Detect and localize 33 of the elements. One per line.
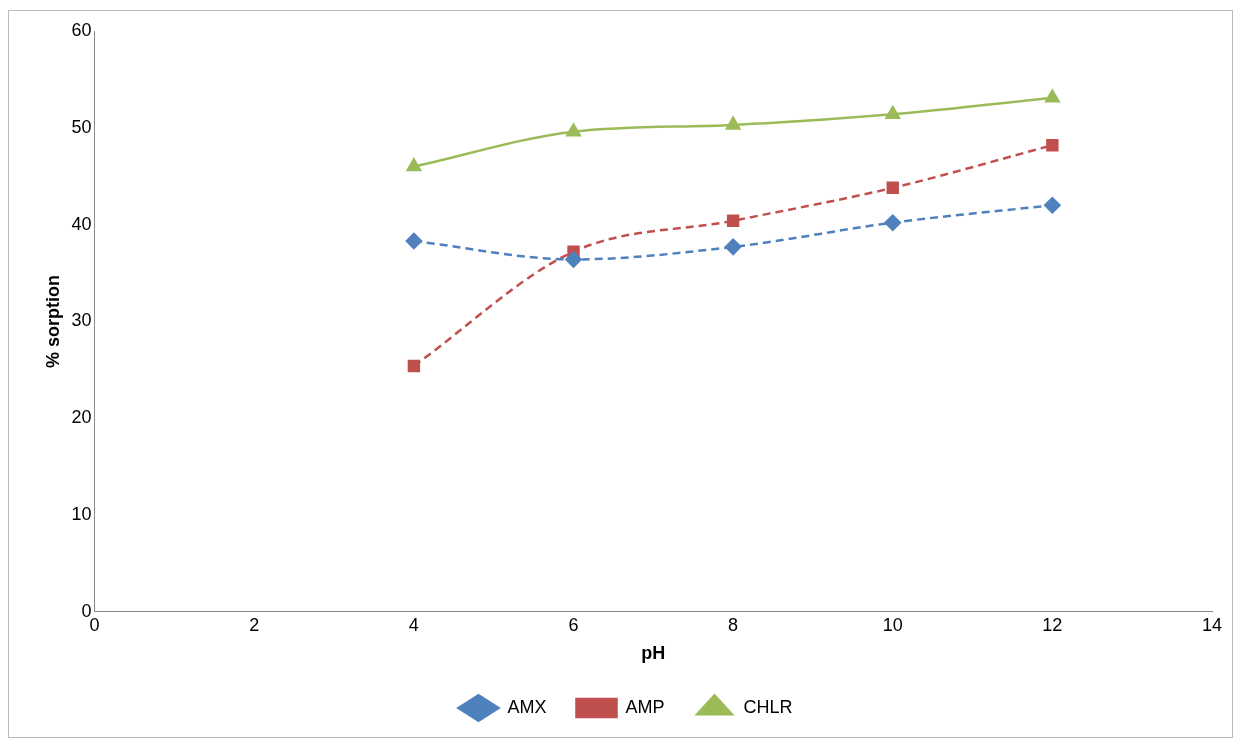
- point: [726, 214, 740, 227]
- y-tick-label: 0: [81, 600, 92, 621]
- legend-label: AMP: [625, 696, 665, 717]
- point: [884, 214, 901, 231]
- point: [565, 251, 582, 268]
- point: [407, 359, 421, 373]
- y-tick-label: 50: [71, 116, 92, 137]
- point: [566, 123, 581, 137]
- y-tick-label: 60: [71, 19, 92, 40]
- y-tick-label: 30: [71, 310, 92, 331]
- point: [1045, 89, 1060, 103]
- x-tick-label: 6: [568, 614, 579, 635]
- x-tick-label: 2: [249, 614, 260, 635]
- point: [405, 232, 423, 250]
- legend-label: AMX: [507, 696, 547, 717]
- point: [406, 158, 422, 172]
- x-tick-label: 10: [882, 614, 903, 635]
- point: [886, 181, 899, 195]
- x-tick-label: 4: [408, 614, 419, 635]
- x-tick-label: 8: [728, 614, 739, 635]
- x-axis-title: pH: [641, 643, 666, 664]
- point: [885, 106, 901, 119]
- point: [1046, 139, 1059, 152]
- y-tick-label: 20: [71, 407, 92, 428]
- y-tick-label: 40: [71, 213, 92, 234]
- x-tick-label: 14: [1201, 614, 1223, 635]
- point: [724, 238, 742, 256]
- x-tick-label: 12: [1042, 614, 1063, 635]
- point: [1044, 196, 1061, 214]
- point: [725, 116, 741, 130]
- y-tick-label: 10: [71, 503, 92, 524]
- y-axis-title: % sorption: [42, 274, 63, 368]
- legend-label: CHLR: [743, 696, 793, 717]
